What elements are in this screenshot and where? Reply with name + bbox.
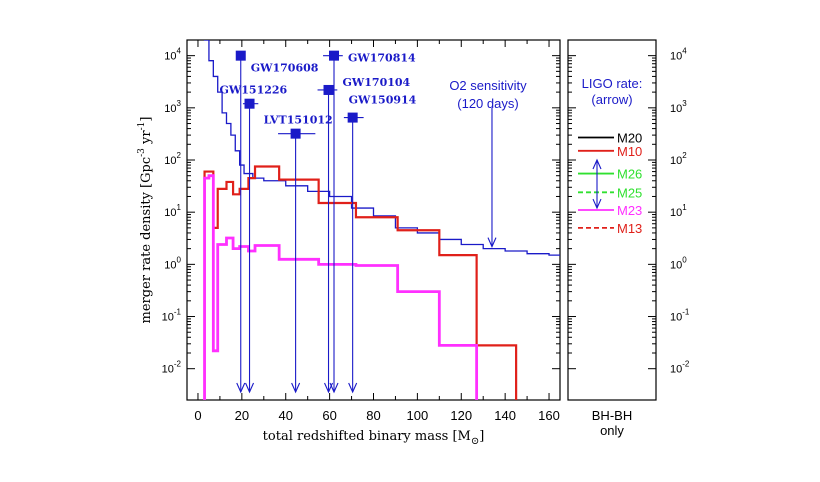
- sensitivity-label-line: (120 days): [457, 96, 518, 111]
- arrow-head: [245, 382, 255, 394]
- x-tick-label: 0: [194, 408, 201, 423]
- arrow-head: [348, 382, 358, 394]
- arrow-head: [487, 237, 497, 248]
- event-label: GW150914: [349, 94, 417, 107]
- arrow-head: [592, 158, 602, 170]
- main-plot-panel: 0 20 40 60 80 100 120 140 160 104 104 103 103 102 102 1…: [162, 39, 690, 423]
- event-square: [290, 128, 301, 139]
- y-tick-label: 104: [164, 47, 181, 63]
- x-tick-label: 60: [322, 408, 336, 423]
- x-tick-label: 40: [279, 408, 293, 423]
- o2-sensitivity-curve: [203, 40, 560, 256]
- event-label: GW170814: [348, 52, 416, 65]
- event-marker-gw151226: GW151226: [220, 84, 288, 394]
- y-tick-label-right: 104: [670, 47, 687, 63]
- side-panel-title: (arrow): [591, 92, 632, 107]
- x-axis-label: total redshifted binary mass [M⊙]: [263, 429, 485, 447]
- event-marker-gw170104: GW170104: [317, 76, 411, 394]
- arrow-head: [324, 382, 334, 394]
- y-tick-label-right: 102: [670, 151, 687, 167]
- event-marker-gw170608: GW170608: [235, 50, 319, 394]
- event-marker-gw150914: GW150914: [343, 94, 417, 394]
- legend-label-m20: M20: [617, 130, 642, 145]
- x-tick-label: 140: [494, 408, 516, 423]
- arrow-head: [236, 382, 246, 394]
- arrow-head: [291, 382, 301, 394]
- legend-label-m26: M26: [617, 167, 642, 182]
- y-tick-label-right: 100: [670, 255, 687, 271]
- legend-label-m13: M13: [617, 221, 642, 236]
- event-label: GW170608: [251, 62, 319, 75]
- legend-label-m25: M25: [617, 185, 642, 200]
- y-tick-label: 100: [164, 255, 181, 271]
- y-tick-label-right: 10-1: [670, 308, 690, 324]
- event-marker-gw170814: GW170814: [323, 50, 416, 394]
- x-tick-label: 120: [450, 408, 472, 423]
- y-tick-label: 101: [164, 203, 181, 219]
- y-tick-label: 103: [164, 99, 181, 115]
- event-label: GW170104: [343, 76, 411, 89]
- side-panel-footer: only: [600, 423, 624, 438]
- x-tick-label: 100: [407, 408, 429, 423]
- event-square: [244, 98, 255, 109]
- x-tick-label: 20: [235, 408, 249, 423]
- y-tick-label-right: 101: [670, 203, 687, 219]
- sensitivity-annotation: O2 sensitivity (120 days): [449, 78, 527, 248]
- side-panel-footer: BH-BH: [592, 408, 632, 423]
- y-tick-label-right: 103: [670, 99, 687, 115]
- sensitivity-label-line: O2 sensitivity: [449, 78, 527, 93]
- event-square: [329, 50, 340, 61]
- legend-label-m23: M23: [617, 203, 642, 218]
- y-tick-label: 10-2: [162, 360, 182, 376]
- y-tick-label: 10-1: [162, 308, 182, 324]
- y-axis-label: merger rate density [Gpc-3 yr-1]: [137, 117, 154, 324]
- y-tick-label-right: 10-2: [670, 360, 690, 376]
- arrow-head: [592, 198, 602, 210]
- legend-label-m10: M10: [617, 144, 642, 159]
- side-panel-title: LIGO rate:: [582, 76, 643, 91]
- y-tick-label: 102: [164, 151, 181, 167]
- m23-model-curve: [203, 174, 479, 400]
- event-square: [235, 50, 246, 61]
- event-square: [347, 112, 358, 123]
- m10-model-curve: [203, 165, 518, 400]
- side-panel-frame: [567, 39, 657, 401]
- event-square: [323, 84, 334, 95]
- event-label: LVT151012: [264, 114, 333, 127]
- x-tick-label: 160: [538, 408, 560, 423]
- event-marker-lvt151012: LVT151012: [264, 114, 333, 394]
- x-tick-label: 80: [366, 408, 380, 423]
- event-label: GW151226: [220, 84, 288, 97]
